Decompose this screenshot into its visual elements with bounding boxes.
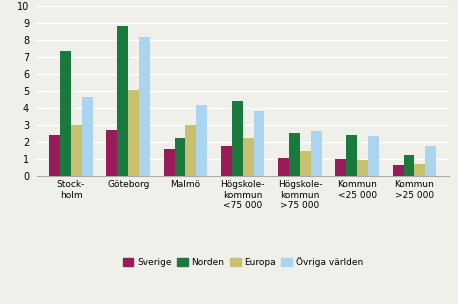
- Bar: [196, 105, 207, 176]
- Bar: [300, 151, 311, 176]
- Legend: Sverige, Norden, Europa, Övriga världen: Sverige, Norden, Europa, Övriga världen: [123, 257, 363, 267]
- Bar: [128, 90, 139, 176]
- Bar: [164, 149, 174, 176]
- Bar: [221, 146, 232, 176]
- Bar: [60, 51, 71, 176]
- Bar: [232, 101, 243, 176]
- Bar: [414, 164, 425, 176]
- Bar: [393, 165, 403, 176]
- Bar: [174, 138, 185, 176]
- Bar: [106, 130, 117, 176]
- Bar: [49, 136, 60, 176]
- Bar: [117, 26, 128, 176]
- Bar: [335, 159, 346, 176]
- Bar: [368, 136, 379, 176]
- Bar: [82, 97, 93, 176]
- Bar: [403, 155, 414, 176]
- Bar: [71, 125, 82, 176]
- Bar: [346, 136, 357, 176]
- Bar: [311, 131, 322, 176]
- Bar: [278, 158, 289, 176]
- Bar: [254, 111, 265, 176]
- Bar: [425, 146, 436, 176]
- Bar: [357, 160, 368, 176]
- Bar: [243, 138, 254, 176]
- Bar: [289, 133, 300, 176]
- Bar: [185, 125, 196, 176]
- Bar: [139, 37, 150, 176]
